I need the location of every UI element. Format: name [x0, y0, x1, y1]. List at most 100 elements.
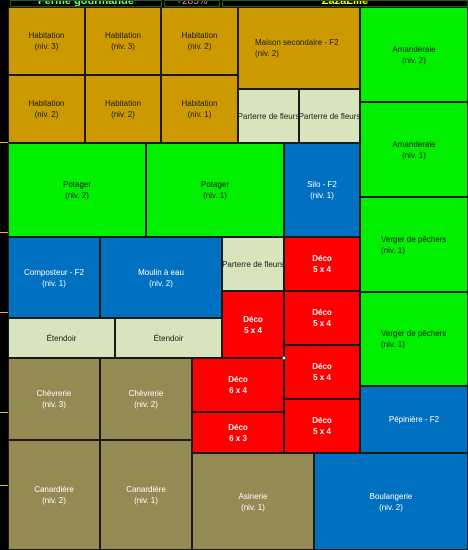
tile-name: Déco [243, 314, 263, 324]
user-name-label: ZazaLille [222, 0, 468, 7]
tile-name: Habitation [181, 99, 218, 108]
ruler-tick [0, 412, 8, 413]
tile-name: Chèvrerie [128, 389, 164, 398]
tile-boulangerie[interactable]: Boulangerie (niv. 2) [314, 453, 468, 550]
tile-deco[interactable]: Déco 5 x 4 [284, 237, 360, 291]
tile-etendoir[interactable]: Étendoir [8, 318, 115, 358]
tile-habitation[interactable]: Habitation (niv. 2) [85, 75, 161, 143]
tile-level: (niv. 1) [203, 191, 227, 200]
tile-name: Parterre de fleurs [299, 111, 360, 121]
tile-name: Verger de pêchers [381, 234, 447, 244]
tile-name: Habitation [181, 31, 218, 40]
tile-etendoir[interactable]: Étendoir [115, 318, 222, 358]
ruler-tick [0, 232, 8, 233]
tile-name: Habitation [28, 99, 65, 108]
tile-deco[interactable]: Déco 5 x 4 [284, 291, 360, 345]
tile-parterre-de-fleurs[interactable]: Parterre de fleurs [222, 237, 284, 291]
tile-name: Parterre de fleurs [238, 111, 299, 121]
tile-habitation[interactable]: Habitation (niv. 2) [8, 75, 85, 143]
header-bar: Ferme gourmande +285% ZazaLille [0, 0, 468, 7]
tile-level: (niv. 2) [379, 502, 403, 512]
tile-habitation[interactable]: Habitation (niv. 2) [161, 7, 238, 75]
tile-level: 5 x 4 [313, 427, 331, 436]
tile-deco[interactable]: Déco 5 x 4 [284, 345, 360, 399]
tile-level: 5 x 4 [313, 373, 331, 382]
tile-silo[interactable]: Silo - F2 (niv. 1) [284, 143, 360, 237]
tile-name: Maison secondaire - F2 [255, 38, 339, 47]
tile-chevrerie[interactable]: Chèvrerie (niv. 3) [8, 358, 100, 440]
tile-deco[interactable]: Déco 6 x 4 [192, 358, 284, 412]
tile-level: 5 x 4 [313, 265, 331, 274]
tile-composteur[interactable]: Composteur - F2 (niv. 1) [8, 237, 100, 318]
ruler-tick [0, 312, 8, 313]
tile-name: Pépinière - F2 [388, 415, 440, 424]
tile-potager[interactable]: Potager (niv. 2) [8, 143, 146, 237]
tile-name: Habitation [104, 31, 142, 40]
tile-name: Verger de pêchers [381, 329, 447, 338]
tile-deco[interactable]: Déco 5 x 4 [284, 399, 360, 453]
tile-name: Parterre de fleurs [222, 259, 284, 269]
tile-name: Déco [228, 422, 248, 432]
ruler-tick [0, 485, 8, 486]
tile-level: (niv. 2) [149, 278, 173, 288]
tile-name: Amanderaie [392, 139, 436, 149]
tile-verger-de-pechers[interactable]: Verger de pêchers (niv. 1) [360, 292, 468, 386]
tile-level: (niv. 3) [42, 400, 66, 409]
tile-level: (niv. 2) [42, 496, 66, 505]
tile-name: Amanderaie [392, 44, 436, 54]
ruler-tick [0, 142, 8, 143]
tile-name: Déco [312, 308, 332, 317]
tile-level: (niv. 2) [111, 110, 135, 119]
tile-habitation[interactable]: Habitation (niv. 3) [85, 7, 161, 75]
tile-parterre-de-fleurs[interactable]: Parterre de fleurs [238, 89, 299, 143]
tile-moulin-a-eau[interactable]: Moulin à eau (niv. 2) [100, 237, 222, 318]
tile-level: (niv. 2) [187, 42, 212, 51]
tile-name: Composteur - F2 [23, 267, 85, 277]
tile-level: (niv. 2) [134, 400, 158, 409]
tile-name: Déco [228, 375, 248, 384]
tile-name: Habitation [28, 31, 65, 40]
tile-name: Potager [200, 180, 230, 189]
tile-name: Déco [312, 416, 332, 425]
tile-habitation[interactable]: Habitation (niv. 3) [8, 7, 85, 75]
tile-canardiere[interactable]: Canardière (niv. 1) [100, 440, 192, 550]
tile-level: (niv. 2) [402, 55, 426, 65]
tile-name: Asinerie [238, 491, 268, 501]
tile-deco[interactable]: Déco 5 x 4 [222, 291, 284, 358]
tile-level: (niv. 1) [402, 150, 426, 160]
tile-name: Canardière [34, 485, 74, 494]
tile-level: (niv. 2) [34, 110, 59, 119]
tile-amanderaie[interactable]: Amanderaie (niv. 1) [360, 102, 468, 197]
tile-level: 6 x 4 [229, 386, 247, 395]
tile-level: 6 x 3 [229, 433, 247, 443]
tile-name: Canardière [126, 485, 166, 494]
tile-name: Chèvrerie [36, 389, 72, 398]
tile-name: Moulin à eau [138, 267, 184, 277]
tile-asinerie[interactable]: Asinerie (niv. 1) [192, 453, 314, 550]
resize-handle[interactable] [282, 356, 286, 360]
tile-name: Habitation [104, 99, 142, 108]
tile-name: Étendoir [46, 333, 77, 343]
tile-canardiere[interactable]: Canardière (niv. 2) [8, 440, 100, 550]
row-ruler [0, 7, 8, 550]
tile-level: (niv. 2) [65, 191, 89, 200]
tile-level: (niv. 1) [42, 278, 66, 288]
tile-verger-de-pechers[interactable]: Verger de pêchers (niv. 1) [360, 197, 468, 292]
tile-chevrerie[interactable]: Chèvrerie (niv. 2) [100, 358, 192, 440]
tile-potager[interactable]: Potager (niv. 1) [146, 143, 284, 237]
tile-name: Boulangerie [369, 491, 413, 501]
tile-deco[interactable]: Déco 6 x 3 [192, 412, 284, 453]
tile-parterre-de-fleurs[interactable]: Parterre de fleurs [299, 89, 360, 143]
tile-level: (niv. 1) [310, 191, 334, 200]
tile-habitation[interactable]: Habitation (niv. 1) [161, 75, 238, 143]
tile-level: 5 x 4 [244, 325, 262, 335]
percent-badge: +285% [164, 0, 220, 7]
tile-maison-secondaire[interactable]: Maison secondaire - F2 (niv. 2) [238, 7, 360, 89]
tile-level: 5 x 4 [313, 319, 331, 328]
tile-level: (niv. 3) [34, 42, 59, 51]
tile-level: (niv. 1) [381, 340, 405, 349]
tile-name: Silo - F2 [307, 180, 337, 189]
tile-amanderaie[interactable]: Amanderaie (niv. 2) [360, 7, 468, 102]
tile-level: (niv. 1) [381, 245, 405, 255]
tile-pepiniere[interactable]: Pépinière - F2 [360, 386, 468, 453]
